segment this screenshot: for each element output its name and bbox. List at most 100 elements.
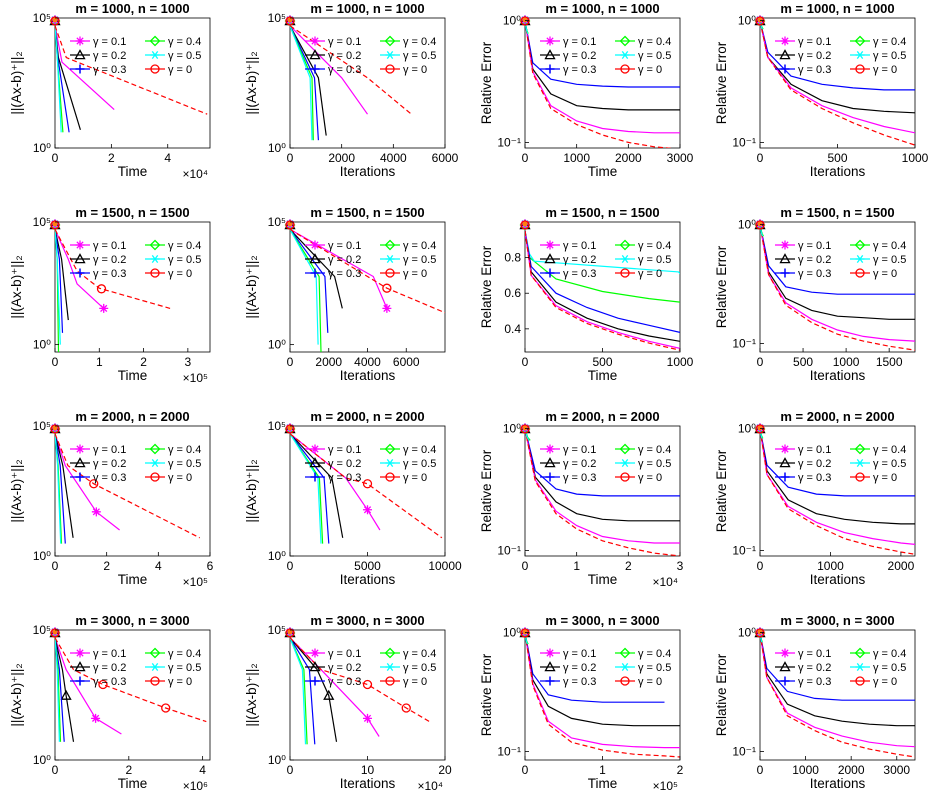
legend-marker-g03 [75, 268, 85, 278]
chart-title: m = 1000, n = 1000 [545, 1, 659, 16]
y-tick-label: 0.6 [504, 286, 521, 300]
series-marker-g0 [401, 703, 411, 713]
legend-marker-g0 [855, 676, 865, 686]
legend-marker-g04 [854, 443, 866, 455]
legend-label-g0: γ = 0 [403, 472, 427, 484]
legend-marker-g03 [310, 268, 320, 278]
series-group [55, 25, 208, 133]
start-point [757, 425, 763, 431]
series-line-g0 [760, 428, 915, 555]
legend: γ = 0.1 γ = 0.4 γ = 0.2 γ = 0.5 γ = 0.3 γ = 0 [305, 35, 436, 76]
chart-title: m = 3000, n = 3000 [780, 613, 894, 628]
legend-label-g03: γ = 0.3 [798, 268, 831, 280]
legend: γ = 0.1 γ = 0.4 γ = 0.2 γ = 0.5 γ = 0.3 γ = 0 [775, 443, 906, 484]
legend-label-g05: γ = 0.5 [403, 662, 436, 674]
legend: γ = 0.1 γ = 0.4 γ = 0.2 γ = 0.5 γ = 0.3 γ = 0 [775, 239, 906, 280]
legend-marker-g04 [854, 239, 866, 251]
series-marker-g0 [362, 479, 373, 489]
series-marker-g02 [60, 689, 72, 700]
legend-marker-g01 [310, 444, 320, 454]
legend-label-g05: γ = 0.5 [168, 50, 201, 62]
chart-4-2: 0 10 20 10⁵ 10⁰ m = 3000, n = 3000 Iterations ×… [244, 613, 452, 793]
x-tick-label: 2 [103, 559, 110, 573]
x-tick-label: 0 [522, 151, 529, 165]
start-marker-g0 [520, 424, 530, 434]
y-tick-label: 10⁻¹ [732, 543, 756, 557]
series-group [290, 637, 430, 745]
series-line-g0 [525, 230, 680, 351]
y-axis-label: Relative Error [714, 449, 729, 532]
legend-label-g0: γ = 0 [403, 676, 427, 688]
x-tick-label: 1 [573, 559, 580, 573]
legend-marker-g01 [75, 36, 85, 46]
legend-marker-g01 [780, 444, 790, 454]
legend-label-g01: γ = 0.1 [328, 444, 361, 456]
x-tick-label: 3000 [667, 151, 694, 165]
x-tick-label: 1000 [667, 355, 694, 369]
y-axis-label: ||(Ax-b)⁺||₂ [9, 663, 24, 726]
series-group [55, 433, 200, 544]
chart-1-1: 0 2 4 10⁵ 10⁰ m = 1000, n = 1000 Time ×10⁴ ||(Ax… [9, 1, 211, 181]
legend-marker-g05 [855, 255, 865, 263]
legend-label-g05: γ = 0.5 [638, 458, 671, 470]
x-tick-label: 1000 [817, 559, 844, 573]
series-line-g0 [525, 428, 680, 556]
series-line-g03 [290, 433, 330, 544]
chart-1-4: 0 500 1000 10⁰ 10⁻¹ m = 1000, n = 1000 Iterati… [714, 1, 929, 179]
legend-label-g0: γ = 0 [168, 676, 192, 688]
y-tick-label: 10⁰ [33, 753, 51, 767]
start-marker-g0 [520, 628, 530, 638]
series-line-g03 [290, 25, 319, 141]
legend: γ = 0.1 γ = 0.4 γ = 0.2 γ = 0.5 γ = 0.3 γ = 0 [305, 647, 436, 688]
legend-label-g01: γ = 0.1 [93, 36, 126, 48]
x-axis-label: Time [118, 572, 148, 587]
legend-marker-g04 [149, 647, 161, 659]
chart-1-3: 0 1000 2000 3000 10⁰ 10⁻¹ m = 1000, n = 1000 Ti… [479, 1, 694, 179]
x-tick-label: 3 [185, 355, 192, 369]
legend-marker-g04 [384, 35, 396, 47]
series-line-g01 [525, 20, 680, 134]
series-line-g03 [525, 632, 665, 703]
series-line-g02 [760, 428, 915, 525]
series-line-g0 [760, 20, 915, 146]
series-line-g03 [760, 632, 915, 701]
chart-title: m = 1000, n = 1000 [310, 1, 424, 16]
chart-1-2: 0 2000 4000 6000 10⁵ 10⁰ m = 1000, n = 1000 Ite… [244, 1, 459, 179]
legend-marker-g02 [779, 661, 791, 672]
series-line-g0 [55, 229, 171, 309]
series-line-g02 [760, 632, 915, 727]
series-line-g0 [290, 433, 443, 539]
legend-label-g03: γ = 0.3 [328, 268, 361, 280]
legend-marker-g05 [150, 51, 160, 59]
legend-label-g05: γ = 0.5 [403, 458, 436, 470]
x-tick-label: 2 [108, 151, 115, 165]
legend-marker-g03 [780, 472, 790, 482]
legend-marker-g02 [309, 253, 321, 264]
chart-2-3: 0 500 1000 0.8 0.6 0.4 m = 1500, n = 1500 Time R… [479, 205, 694, 383]
x-tick-label: 0 [757, 355, 764, 369]
legend-label-g02: γ = 0.2 [93, 254, 126, 266]
legend-label-g02: γ = 0.2 [798, 458, 831, 470]
legend-label-g05: γ = 0.5 [168, 254, 201, 266]
legend-marker-g04 [854, 647, 866, 659]
x-tick-label: 3 [677, 559, 684, 573]
legend-marker-g05 [620, 255, 630, 263]
y-axis-label: Relative Error [479, 41, 494, 124]
series-marker-g01 [382, 303, 392, 313]
legend-marker-g01 [545, 444, 555, 454]
legend-label-g0: γ = 0 [403, 64, 427, 76]
chart-title: m = 2000, n = 2000 [75, 409, 189, 424]
chart-title: m = 3000, n = 3000 [310, 613, 424, 628]
x-tick-label: 0 [757, 151, 764, 165]
legend-marker-g04 [384, 443, 396, 455]
start-point [522, 221, 528, 227]
legend-label-g02: γ = 0.2 [798, 662, 831, 674]
y-tick-label: 10⁰ [268, 141, 286, 155]
legend-marker-g03 [75, 472, 85, 482]
start-marker-g0 [285, 424, 295, 434]
legend-label-g04: γ = 0.4 [403, 648, 436, 660]
y-tick-label: 10⁻¹ [497, 543, 521, 557]
legend-marker-g05 [620, 459, 630, 467]
series-line-g01 [55, 25, 115, 111]
x-tick-label: 6 [207, 559, 214, 573]
